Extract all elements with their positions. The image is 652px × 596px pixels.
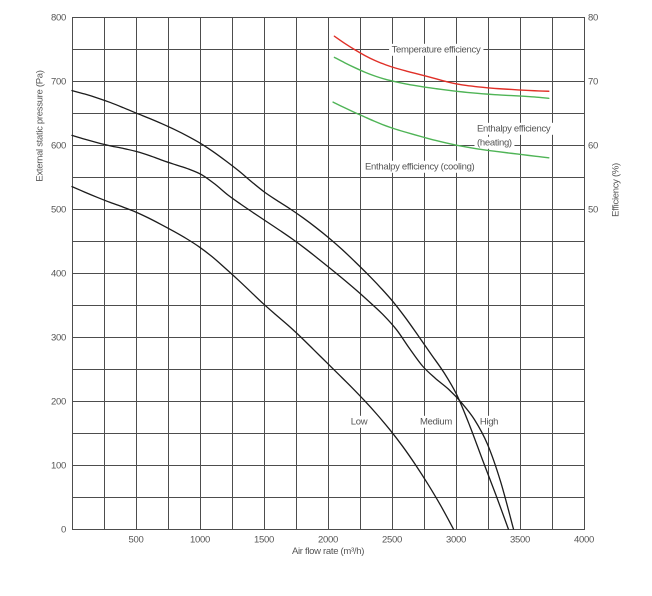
x-axis-title: Air flow rate (m³/h) — [292, 546, 364, 557]
curve-label: High — [480, 416, 498, 427]
left-y-axis-title: External static pressure (Pa) — [35, 70, 46, 181]
curve-label: Medium — [420, 416, 452, 427]
y-right-tick-label: 60 — [588, 140, 598, 151]
curves — [71, 35, 550, 530]
x-tick-label: 3500 — [510, 535, 530, 546]
curve-enthalpy-efficiency-heating — [333, 56, 550, 99]
curve-label: Enthalpy efficiency — [477, 123, 551, 134]
curve-labels: Temperature efficiency Enthalpy efficienc… — [351, 44, 551, 427]
curve-medium — [71, 134, 515, 530]
right-y-axis-title: Efficiency (%) — [611, 163, 622, 217]
curve-temperature-efficiency — [333, 35, 550, 92]
y-left-tick-label: 800 — [51, 12, 66, 23]
x-tick-label: 2500 — [382, 535, 402, 546]
label-halo — [474, 136, 515, 149]
plot-border — [72, 17, 585, 530]
y-right-tick-label: 70 — [588, 76, 598, 87]
y-left-tick-label: 300 — [51, 332, 66, 343]
x-tick-label: 3000 — [446, 535, 466, 546]
curve-label: Low — [351, 416, 368, 427]
plot-frame — [72, 17, 585, 530]
label-halo — [477, 415, 501, 428]
label-halo — [362, 160, 478, 173]
x-tick-label: 500 — [129, 535, 144, 546]
tick-labels: 500 1000 1500 2000 2500 3000 3500 4000 0 100 200 30… — [51, 12, 598, 545]
label-halo — [417, 415, 455, 428]
label-halo — [348, 415, 371, 428]
y-right-tick-label: 50 — [588, 204, 598, 215]
x-tick-label: 2000 — [318, 535, 338, 546]
x-tick-label: 4000 — [574, 535, 594, 546]
grid-lines — [72, 17, 585, 530]
y-left-tick-label: 200 — [51, 396, 66, 407]
curve-label: Temperature efficiency — [392, 44, 481, 55]
y-left-tick-label: 0 — [61, 524, 66, 535]
curve-label: (heating) — [477, 137, 512, 148]
y-left-tick-label: 500 — [51, 204, 66, 215]
label-halo — [389, 43, 484, 56]
curve-low — [71, 185, 455, 530]
y-left-tick-label: 100 — [51, 460, 66, 471]
x-tick-label: 1000 — [190, 535, 210, 546]
curve-label: Enthalpy efficiency (cooling) — [365, 161, 475, 172]
y-left-tick-label: 700 — [51, 76, 66, 87]
y-right-tick-label: 80 — [588, 12, 598, 23]
label-halos — [348, 43, 554, 428]
x-tick-label: 1500 — [254, 535, 274, 546]
curve-enthalpy-efficiency-cooling — [332, 101, 550, 159]
y-left-tick-label: 600 — [51, 140, 66, 151]
y-left-tick-label: 400 — [51, 268, 66, 279]
label-halo — [474, 122, 554, 135]
curve-high — [71, 89, 510, 530]
